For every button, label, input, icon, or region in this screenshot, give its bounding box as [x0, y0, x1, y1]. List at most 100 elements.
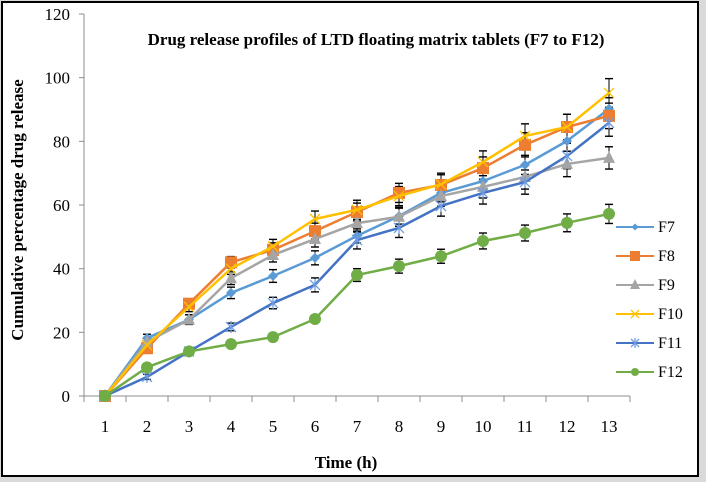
marker-star: [630, 338, 640, 348]
y-tick-label: 0: [62, 387, 71, 406]
x-tick-label: 9: [437, 417, 446, 436]
y-tick-label: 100: [45, 69, 71, 88]
x-tick-label: 3: [185, 417, 194, 436]
x-tick-label: 4: [227, 417, 236, 436]
x-tick-label: 11: [517, 417, 533, 436]
marker-star: [519, 176, 531, 189]
x-tick-label: 6: [311, 417, 320, 436]
marker-circle: [99, 390, 111, 402]
marker-x: [393, 190, 405, 202]
marker-x: [267, 240, 279, 252]
marker-square: [630, 251, 640, 261]
legend: F7 F8 F9 F10 F11 F12: [616, 219, 683, 381]
marker-x: [519, 130, 531, 142]
marker-triangle: [603, 150, 615, 163]
legend-label: F10: [658, 306, 683, 323]
legend-item-f8: F8: [616, 248, 675, 265]
marker-triangle: [309, 232, 321, 245]
marker-star: [393, 221, 405, 234]
marker-circle: [477, 234, 489, 247]
marker-star: [561, 149, 573, 162]
x-tick-label: 5: [269, 417, 278, 436]
x-tick-label: 10: [475, 417, 492, 436]
marker-star: [477, 186, 489, 199]
chart-title: Drug release profiles of LTD floating ma…: [148, 30, 605, 49]
marker-x: [225, 263, 237, 275]
marker-triangle: [477, 179, 489, 192]
x-axis-title: Time (h): [315, 453, 378, 472]
marker-x: [435, 178, 447, 190]
y-axis-title: Cumulative percentage drug release: [8, 79, 27, 341]
y-tick-label: 20: [53, 323, 70, 342]
x-tick-label: 8: [395, 417, 404, 436]
x-tick-label: 13: [601, 417, 618, 436]
series-line: [103, 107, 610, 397]
marker-star: [267, 297, 279, 310]
marker-circle: [351, 269, 363, 282]
marker-circle: [393, 260, 405, 273]
marker-diamond: [631, 223, 639, 231]
marker-triangle: [561, 156, 573, 169]
marker-circle: [631, 368, 639, 376]
marker-x: [561, 121, 573, 133]
marker-star: [435, 199, 447, 212]
marker-x: [630, 309, 640, 319]
y-tick-label: 80: [53, 132, 70, 151]
marker-triangle: [183, 312, 195, 325]
marker-circle: [141, 361, 153, 374]
legend-item-f7: F7: [616, 219, 675, 236]
y-tick-label: 40: [53, 260, 70, 279]
y-tick-label: 120: [45, 5, 71, 24]
marker-diamond: [268, 270, 278, 281]
marker-diamond: [226, 287, 236, 298]
marker-diamond: [562, 136, 572, 147]
legend-label: F9: [658, 277, 675, 294]
marker-triangle: [225, 271, 237, 284]
marker-circle: [603, 207, 615, 220]
legend-label: F7: [658, 219, 675, 236]
marker-x: [309, 213, 321, 225]
marker-diamond: [310, 252, 320, 263]
marker-star: [351, 234, 363, 247]
marker-x: [183, 301, 195, 313]
marker-circle: [519, 227, 531, 240]
legend-item-f9: F9: [616, 277, 675, 294]
marker-circle: [435, 250, 447, 263]
marker-square: [603, 109, 615, 122]
marker-square: [519, 138, 531, 151]
marker-circle: [183, 345, 195, 358]
legend-item-f12: F12: [616, 364, 683, 381]
marker-diamond: [520, 159, 530, 170]
x-tick-label: 7: [353, 417, 362, 436]
x-tick-label: 2: [143, 417, 152, 436]
series-f11: [99, 116, 615, 402]
marker-x: [351, 204, 363, 216]
marker-x: [141, 339, 153, 351]
marker-square: [183, 297, 195, 310]
marker-star: [225, 320, 237, 333]
marker-x: [603, 87, 615, 99]
series-group: [99, 87, 615, 402]
legend-label: F8: [658, 248, 675, 265]
marker-x: [477, 156, 489, 168]
series-f10: [99, 87, 615, 402]
marker-triangle: [267, 247, 279, 260]
x-tick-label: 1: [101, 417, 110, 436]
marker-square: [309, 225, 321, 238]
y-tick-label: 60: [53, 196, 70, 215]
legend-label: F12: [658, 364, 683, 381]
marker-circle: [225, 338, 237, 351]
marker-star: [603, 116, 615, 129]
marker-triangle: [351, 216, 363, 229]
marker-star: [309, 278, 321, 291]
legend-item-f11: F11: [616, 335, 682, 352]
marker-circle: [309, 312, 321, 325]
marker-triangle: [435, 189, 447, 202]
marker-triangle: [393, 209, 405, 222]
x-tick-label: 12: [559, 417, 576, 436]
marker-circle: [561, 216, 573, 229]
legend-label: F11: [658, 335, 682, 352]
legend-item-f10: F10: [616, 306, 683, 323]
